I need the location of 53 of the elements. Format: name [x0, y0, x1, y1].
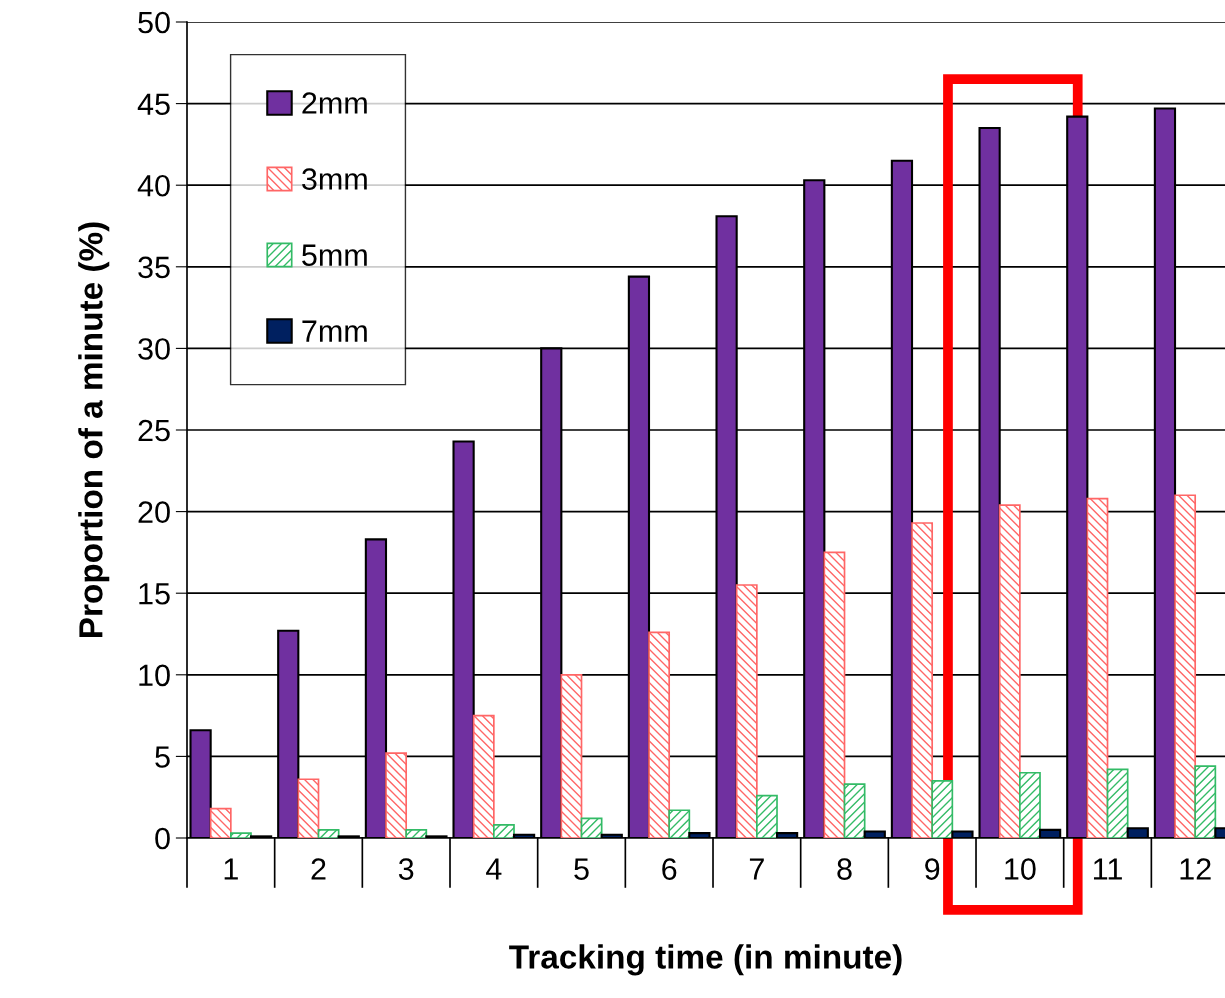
- x-tick-label: 10: [1005, 858, 1036, 880]
- bar: [405, 829, 428, 838]
- bar: [580, 817, 603, 838]
- bar: [931, 780, 954, 838]
- bar: [843, 783, 866, 838]
- bar: [1194, 765, 1217, 838]
- legend-label: 3mm: [302, 168, 367, 190]
- bar: [493, 824, 515, 838]
- bar: [1106, 768, 1129, 838]
- y-tick-label: 0: [155, 827, 170, 850]
- x-tick-label: 7: [749, 858, 764, 880]
- y-tick-label: 15: [139, 583, 170, 605]
- x-tick-label: 1: [224, 858, 238, 880]
- bar: [998, 504, 1021, 838]
- bar: [823, 551, 846, 838]
- bar: [648, 631, 671, 838]
- x-tick-label: 3: [398, 858, 414, 880]
- bar: [668, 809, 691, 838]
- x-axis-title: Tracking time (in minute): [509, 944, 902, 976]
- bar: [735, 584, 758, 838]
- bar: [756, 794, 778, 838]
- x-tick-label: 6: [662, 858, 677, 880]
- bar: [1174, 494, 1197, 838]
- y-tick-label: 40: [137, 174, 170, 197]
- x-tick-label: 12: [1180, 858, 1211, 880]
- bar: [209, 807, 232, 838]
- y-axis-title: Proportion of a minute (%): [78, 222, 110, 638]
- bar: [560, 673, 583, 838]
- y-tick-label: 45: [137, 93, 170, 115]
- legend-label: 5mm: [302, 244, 367, 266]
- bar: [1086, 497, 1109, 838]
- legend-label: 7mm: [302, 320, 367, 342]
- x-tick-label: 8: [837, 858, 852, 880]
- x-tick-label: 5: [574, 858, 589, 880]
- x-tick-label: 9: [925, 858, 940, 880]
- y-tick-label: 35: [138, 256, 170, 279]
- y-tick-label: 10: [139, 664, 170, 687]
- x-tick-label: 11: [1093, 858, 1122, 880]
- y-tick-label: 5: [155, 746, 170, 768]
- bar: [317, 829, 340, 838]
- x-tick-label: 2: [311, 858, 326, 880]
- y-tick-label: 20: [138, 501, 170, 523]
- bar: [911, 522, 934, 838]
- legend-label: 2mm: [302, 92, 367, 114]
- x-tick-label: 4: [486, 858, 502, 880]
- bar: [472, 714, 495, 838]
- y-tick-label: 30: [138, 338, 170, 360]
- bar: [229, 832, 252, 838]
- bar: [297, 778, 320, 838]
- y-tick-label: 50: [138, 11, 170, 34]
- bar: [385, 752, 408, 838]
- y-tick-label: 25: [138, 419, 170, 442]
- bar: [1019, 771, 1041, 838]
